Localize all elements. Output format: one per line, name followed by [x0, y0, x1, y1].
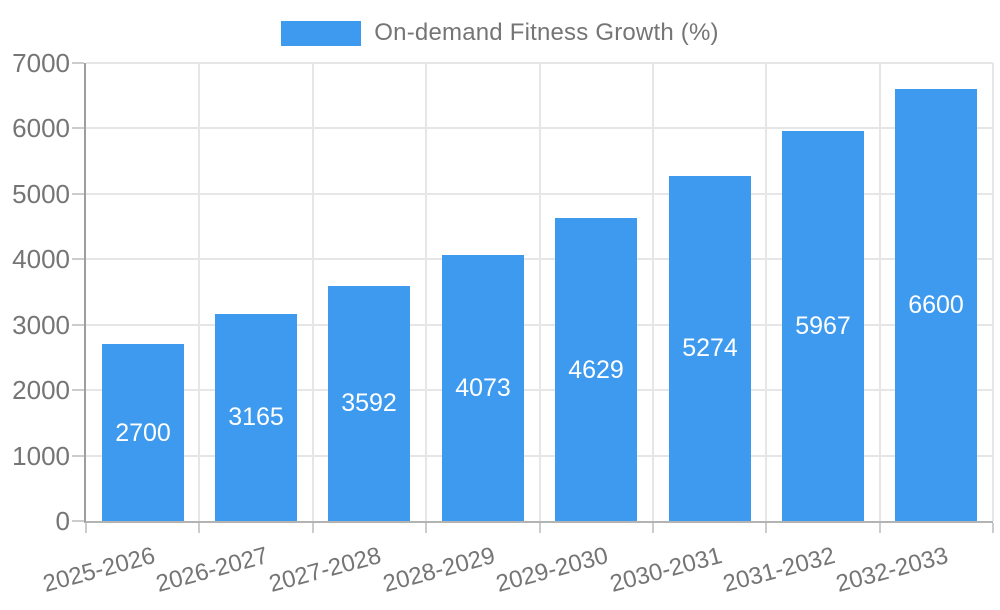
bar-2029-2030[interactable] [555, 218, 637, 521]
gridline-x-6 [765, 63, 767, 521]
y-tick-2000 [72, 389, 84, 391]
gridline-x-7 [879, 63, 881, 521]
y-axis-label-2000: 2000 [12, 375, 70, 405]
bar-2028-2029[interactable] [442, 255, 524, 521]
x-tick-6 [765, 523, 767, 533]
y-tick-5000 [72, 193, 84, 195]
bar-2027-2028[interactable] [328, 286, 410, 521]
gridline-x-1 [198, 63, 200, 521]
bar-value-2027-2028: 3592 [341, 389, 397, 417]
y-tick-0 [72, 520, 84, 522]
x-tick-1 [198, 523, 200, 533]
x-tick-2 [312, 523, 314, 533]
bar-value-2030-2031: 5274 [682, 334, 738, 362]
y-axis-label-4000: 4000 [12, 244, 70, 274]
gridline-x-4 [539, 63, 541, 521]
bar-2032-2033[interactable] [895, 89, 977, 521]
bar-value-2031-2032: 5967 [795, 312, 851, 340]
y-axis-label-1000: 1000 [12, 441, 70, 471]
y-axis-label-0: 0 [55, 506, 70, 536]
y-axis-label-3000: 3000 [12, 310, 70, 340]
y-tick-6000 [72, 127, 84, 129]
gridline-x-5 [652, 63, 654, 521]
gridline-x-3 [425, 63, 427, 521]
legend-swatch [281, 20, 362, 46]
legend-label: On-demand Fitness Growth (%) [374, 19, 719, 46]
bar-value-2025-2026: 2700 [115, 419, 171, 447]
bar-value-2029-2030: 4629 [568, 356, 624, 384]
y-axis-label-6000: 6000 [12, 113, 70, 143]
bar-2026-2027[interactable] [215, 314, 297, 521]
bar-value-2028-2029: 4073 [455, 374, 511, 402]
x-tick-3 [425, 523, 427, 533]
bar-2030-2031[interactable] [669, 176, 751, 521]
legend[interactable]: On-demand Fitness Growth (%) [0, 19, 1000, 47]
y-tick-4000 [72, 258, 84, 260]
y-axis-label-5000: 5000 [12, 179, 70, 209]
x-tick-7 [879, 523, 881, 533]
x-tick-5 [652, 523, 654, 533]
bar-value-2026-2027: 3165 [228, 403, 284, 431]
bar-2031-2032[interactable] [782, 131, 864, 521]
y-tick-1000 [72, 455, 84, 457]
plot-area [84, 63, 993, 523]
bar-2025-2026[interactable] [102, 344, 184, 521]
y-tick-3000 [72, 324, 84, 326]
gridline-x-8 [992, 63, 994, 521]
x-tick-8 [992, 523, 994, 533]
y-tick-7000 [72, 62, 84, 64]
y-axis-label-7000: 7000 [12, 48, 70, 78]
x-tick-4 [539, 523, 541, 533]
bar-value-2032-2033: 6600 [908, 291, 964, 319]
gridline-x-2 [312, 63, 314, 521]
x-tick-0 [85, 523, 87, 533]
